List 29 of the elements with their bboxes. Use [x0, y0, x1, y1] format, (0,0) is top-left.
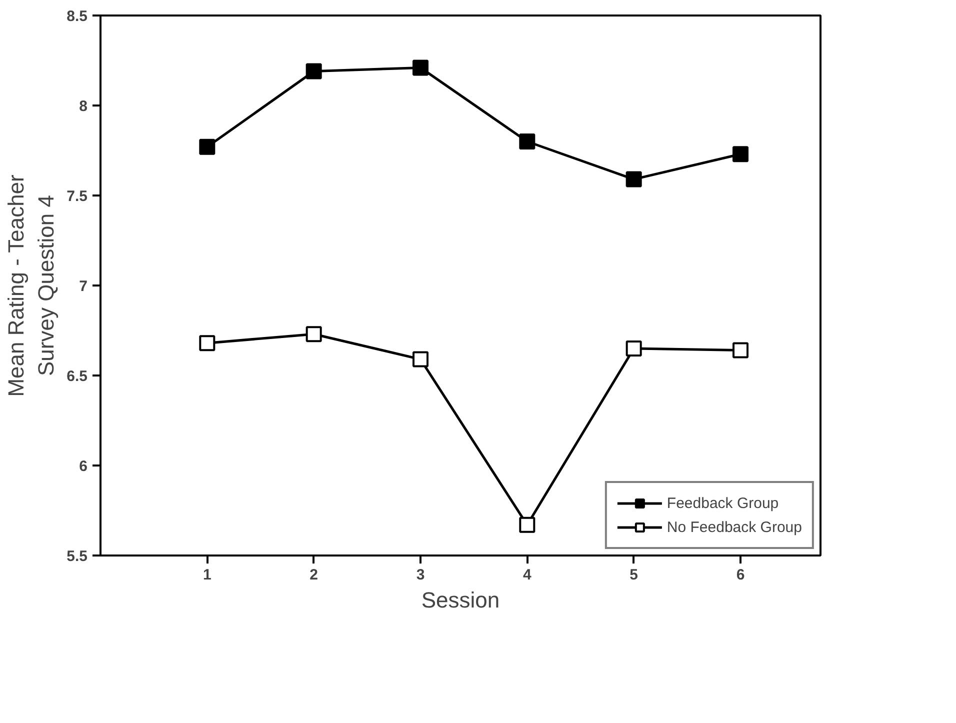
y-tick-label: 8	[79, 98, 88, 115]
y-tick-label: 6	[79, 458, 88, 475]
x-tick-label: 1	[202, 566, 212, 584]
y-axis-title: Mean Rating - Teacher Survey Question 4	[4, 174, 59, 397]
point	[519, 134, 536, 150]
x-tick-label: 4	[522, 566, 532, 584]
x-tick-label: 5	[630, 566, 638, 584]
point	[199, 335, 216, 352]
point	[732, 146, 748, 162]
point	[519, 516, 536, 533]
y-tick-label: 6.5	[66, 368, 88, 385]
point	[412, 60, 428, 76]
x-axis-title: Session	[421, 588, 500, 612]
point	[626, 171, 642, 188]
x-tick-label: 2	[310, 566, 318, 584]
point	[306, 326, 322, 342]
legend-label: No Feedback Group	[666, 518, 802, 536]
point	[306, 63, 322, 80]
y-tick-label: 7.5	[66, 188, 88, 205]
y-tick-label: 7	[79, 278, 88, 295]
x-tick-label: 6	[736, 566, 745, 584]
point	[626, 340, 642, 356]
y-tick-label: 5.5	[66, 548, 88, 565]
y-tick-label: 8.5	[66, 8, 88, 25]
x-tick-label: 3	[416, 566, 425, 584]
point	[199, 138, 216, 155]
legend-label: Feedback Group	[666, 494, 779, 512]
point	[412, 351, 428, 368]
point	[732, 342, 748, 358]
